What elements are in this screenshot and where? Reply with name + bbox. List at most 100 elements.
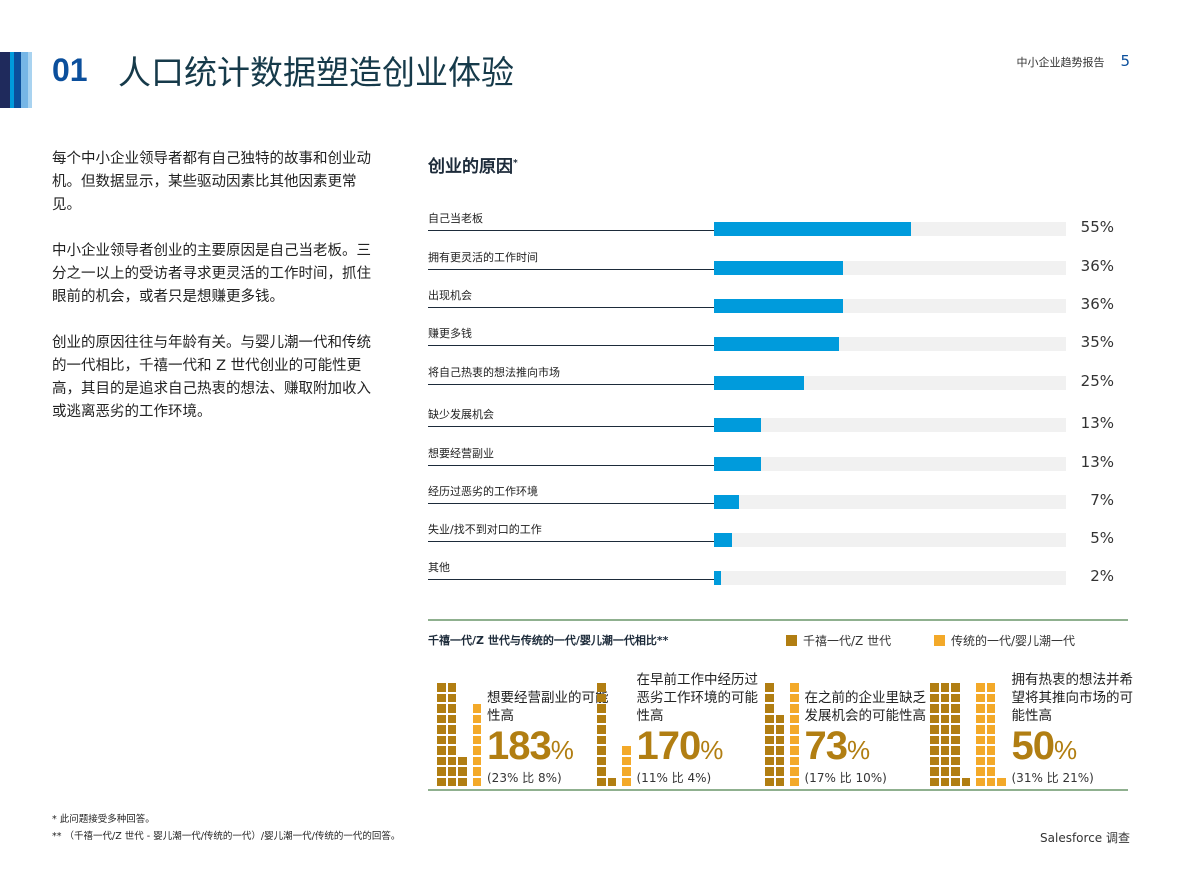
waffle-square <box>607 777 616 786</box>
chart-title: 创业的原因* <box>428 152 518 177</box>
label-underline <box>428 465 714 466</box>
bar-row: 拥有更灵活的工作时间 36% <box>428 249 1128 283</box>
label-underline <box>428 307 714 308</box>
label-underline <box>428 384 714 385</box>
value-unit: % <box>1054 735 1077 765</box>
section-number: 01 <box>52 52 88 88</box>
bar <box>714 457 761 471</box>
waffle-square <box>976 683 985 692</box>
bar-row: 赚更多钱 35% <box>428 325 1128 359</box>
waffle-square <box>437 725 446 734</box>
legend-label: 传统的一代/婴儿潮一代 <box>951 634 1076 648</box>
divider <box>428 619 1128 621</box>
waffle-square <box>790 683 799 692</box>
waffle-square <box>458 777 467 786</box>
intro-paragraph: 创业的原因往往与年龄有关。与婴儿潮一代和传统的一代相比，千禧一代和 Z 世代创业… <box>52 335 371 420</box>
waffle-square <box>986 756 995 765</box>
waffle-square <box>961 777 970 786</box>
waffle-square <box>765 683 774 692</box>
bar-row: 缺少发展机会 13% <box>428 406 1128 440</box>
waffle-square <box>986 714 995 723</box>
bar-track <box>714 337 1066 351</box>
waffle-square <box>775 777 784 786</box>
waffle-chart <box>765 683 799 786</box>
waffle-square <box>472 767 481 776</box>
intro-text: 每个中小企业领导者都有自己独特的故事和创业动机。但数据显示，某些驱动因素比其他因… <box>52 148 382 447</box>
label-underline <box>428 579 714 580</box>
bar <box>714 418 761 432</box>
waffle-square <box>951 704 960 713</box>
waffle-square <box>997 777 1006 786</box>
waffle-square <box>986 735 995 744</box>
comparison-detail: (23% 比 8%) <box>487 771 562 785</box>
waffle-chart <box>597 683 631 786</box>
waffle-square <box>447 756 456 765</box>
label-underline <box>428 503 714 504</box>
waffle-square <box>437 777 446 786</box>
comparison-card: 拥有热衷的想法并希望将其推向市场的可能性高 50% (31% 比 21%) <box>930 671 1138 786</box>
waffle-square <box>775 725 784 734</box>
waffle-square <box>930 735 939 744</box>
waffle-square <box>951 683 960 692</box>
waffle-square <box>790 767 799 776</box>
waffle-chart <box>930 683 1006 786</box>
waffle-square <box>976 725 985 734</box>
waffle-square <box>951 746 960 755</box>
waffle-square <box>447 714 456 723</box>
waffle-square <box>765 767 774 776</box>
waffle-square <box>765 777 774 786</box>
waffle-square <box>790 746 799 755</box>
waffle-square <box>765 704 774 713</box>
value-number: 73 <box>804 724 848 768</box>
waffle-square <box>976 767 985 776</box>
waffle-square <box>437 746 446 755</box>
waffle-square <box>930 683 939 692</box>
bar-label: 经历过恶劣的工作环境 <box>428 485 538 498</box>
label-underline <box>428 269 714 270</box>
chart-title-mark: * <box>513 158 518 169</box>
waffle-square <box>930 756 939 765</box>
bar-label: 想要经营副业 <box>428 447 494 460</box>
waffle-square <box>775 735 784 744</box>
waffle-square <box>790 725 799 734</box>
waffle-square <box>597 746 606 755</box>
bar <box>714 261 843 275</box>
waffle-square <box>765 756 774 765</box>
waffle-square <box>951 767 960 776</box>
waffle-square <box>976 746 985 755</box>
waffle-square <box>597 735 606 744</box>
comparison-value: 170% <box>637 725 763 771</box>
waffle-square <box>790 714 799 723</box>
waffle-square <box>447 704 456 713</box>
waffle-square <box>597 704 606 713</box>
waffle-square <box>986 767 995 776</box>
bar-label: 自己当老板 <box>428 212 483 225</box>
bar-track <box>714 457 1066 471</box>
waffle-square <box>930 693 939 702</box>
waffle-square <box>976 714 985 723</box>
waffle-square <box>940 756 949 765</box>
waffle-square <box>458 767 467 776</box>
source-note: Salesforce 调查 <box>1040 831 1130 845</box>
waffle-square <box>765 735 774 744</box>
bar <box>714 376 804 390</box>
comparison-value: 50% <box>1012 725 1138 771</box>
value-unit: % <box>847 735 870 765</box>
bar-row: 想要经营副业 13% <box>428 445 1128 479</box>
waffle-square <box>437 683 446 692</box>
waffle-square <box>472 777 481 786</box>
bar-track <box>714 299 1066 313</box>
waffle-square <box>437 756 446 765</box>
bar-track <box>714 222 1066 236</box>
waffle-square <box>775 746 784 755</box>
value-unit: % <box>550 735 574 765</box>
waffle-square <box>437 767 446 776</box>
label-underline <box>428 541 714 542</box>
bar-value-label: 2% <box>1090 567 1114 585</box>
bar-value-label: 35% <box>1080 333 1114 351</box>
waffle-square <box>940 714 949 723</box>
waffle-square <box>597 756 606 765</box>
waffle-square <box>447 777 456 786</box>
comparison-text-block: 想要经营副业的可能性高 183% (23% 比 8%) <box>487 689 613 786</box>
bar-value-label: 25% <box>1080 372 1114 390</box>
